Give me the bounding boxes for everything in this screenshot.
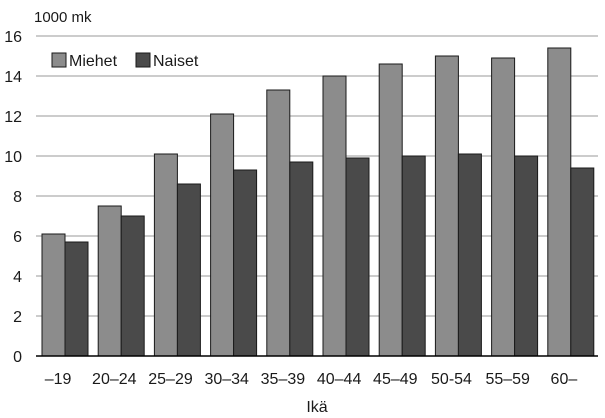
- x-tick-labels: –19 20–24 25–29 30–34 35–39 40–44 45–49 50-54 55…: [45, 371, 578, 388]
- y-tick-labels: 0 2 4 6 8 10 12 14 16: [4, 29, 22, 366]
- legend-label-naiset: Naiset: [153, 53, 199, 70]
- x-tick-label: –19: [45, 371, 72, 388]
- bar-miehet-0: [41, 233, 66, 357]
- legend-label-miehet: Miehet: [69, 53, 118, 70]
- x-tick-label: 20–24: [92, 371, 137, 388]
- x-tick-label: 40–44: [317, 371, 362, 388]
- y-tick-label: 8: [13, 189, 22, 206]
- y-tick-label: 0: [13, 349, 22, 366]
- bars: [41, 47, 595, 357]
- bar-miehet-7: [434, 55, 459, 357]
- y-tick-label: 6: [13, 229, 22, 246]
- y-axis-unit-label: 1000 mk: [34, 9, 92, 26]
- x-tick-label: 50-54: [431, 371, 472, 388]
- x-tick-label: 55–59: [485, 371, 530, 388]
- legend-swatch-naiset: [135, 52, 151, 68]
- y-tick-label: 12: [4, 109, 22, 126]
- bar-miehet-2: [153, 153, 178, 357]
- x-tick-label: 45–49: [373, 371, 418, 388]
- y-tick-label: 16: [4, 29, 22, 46]
- bar-naiset-8: [514, 155, 539, 357]
- y-tick-label: 14: [4, 69, 22, 86]
- bar-naiset-9: [570, 167, 595, 357]
- bar-naiset-4: [289, 161, 314, 357]
- bar-miehet-9: [547, 47, 572, 357]
- bar-miehet-3: [210, 113, 235, 357]
- bar-naiset-1: [120, 215, 145, 357]
- legend: Miehet Naiset: [48, 50, 228, 72]
- x-tick-label: 35–39: [261, 371, 306, 388]
- x-tick-label: 60–: [551, 371, 578, 388]
- y-tick-label: 10: [4, 149, 22, 166]
- bar-miehet-5: [322, 75, 347, 357]
- x-axis-title: Ikä: [306, 399, 327, 416]
- x-tick-label: 25–29: [148, 371, 193, 388]
- bar-naiset-2: [176, 183, 201, 357]
- y-tick-label: 2: [13, 309, 22, 326]
- bar-naiset-5: [345, 157, 370, 357]
- bar-naiset-6: [401, 155, 426, 357]
- bar-naiset-7: [457, 153, 482, 357]
- y-tick-label: 4: [13, 269, 22, 286]
- bar-miehet-1: [97, 205, 122, 357]
- legend-swatch-miehet: [51, 52, 67, 68]
- bar-miehet-6: [378, 63, 403, 357]
- x-tick-label: 30–34: [204, 371, 249, 388]
- bar-naiset-3: [233, 169, 258, 357]
- bar-miehet-4: [266, 89, 291, 357]
- bar-naiset-0: [64, 241, 89, 357]
- bar-miehet-8: [491, 57, 516, 357]
